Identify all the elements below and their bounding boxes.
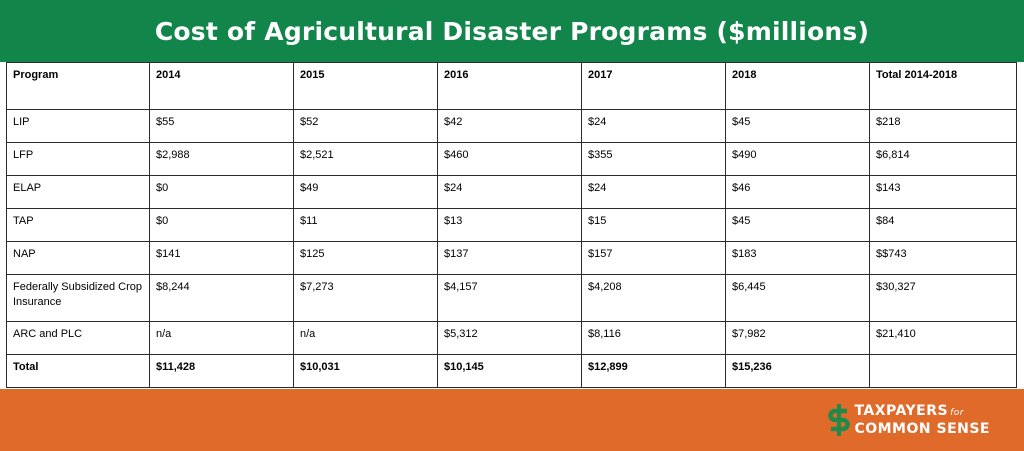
cell-2014: $55 [149,109,294,143]
total-cell-2016: $10,145 [437,354,582,388]
table-row-federally-subsidized-crop-insurance: Federally Subsidized Crop Insurance $8,24… [6,274,1017,322]
cell-2018: $46 [725,175,870,209]
cell-2015: $49 [293,175,438,209]
cell-2016: $4,157 [437,274,582,322]
cost-table: Program 2014 2015 2016 2017 2018 Total 2… [6,62,1017,388]
total-cell-2015: $10,031 [293,354,438,388]
cell-2015: $2,521 [293,142,438,176]
total-cell-2017: $12,899 [581,354,726,388]
cell-2015: $7,273 [293,274,438,322]
table-row-total: Total $11,428 $10,031 $10,145 $12,899 $15,236 [6,354,1017,388]
cell-2017: $355 [581,142,726,176]
table-row-arc-and-plc: ARC and PLC n/a n/a $5,312 $8,116 $7,982 $21,4… [6,321,1017,355]
column-header-2016: 2016 [437,62,582,110]
cell-2018: $7,982 [725,321,870,355]
cell-program: ARC and PLC [6,321,150,355]
cell-2014: $8,244 [149,274,294,322]
table-row-elap: ELAP $0 $49 $24 $24 $46 $143 [6,175,1017,209]
cell-2016: $5,312 [437,321,582,355]
column-header-2017: 2017 [581,62,726,110]
cell-2017: $8,116 [581,321,726,355]
cell-2017: $15 [581,208,726,242]
table-row-nap: NAP $141 $125 $137 $157 $183 $$743 [6,241,1017,275]
cell-total: $$743 [869,241,1017,275]
cell-2018: $490 [725,142,870,176]
logo-wordmark: TAXPAYERS for COMMON SENSE [854,403,990,437]
cell-total: $218 [869,109,1017,143]
cell-program: ELAP [6,175,150,209]
table-body: LIP $55 $52 $42 $24 $45 $218 LFP $2,988 $2,521 $46… [6,109,1017,388]
cell-2018: $6,445 [725,274,870,322]
cell-2017: $24 [581,109,726,143]
cell-2018: $183 [725,241,870,275]
column-header-total: Total 2014-2018 [869,62,1017,110]
logo-line1-small: for [950,408,964,418]
title-banner: Cost of Agricultural Disaster Programs (… [0,0,1024,62]
cell-2016: $460 [437,142,582,176]
cell-2018: $45 [725,109,870,143]
cell-total: $30,327 [869,274,1017,322]
cell-total: $84 [869,208,1017,242]
cell-2015: $11 [293,208,438,242]
cell-2016: $42 [437,109,582,143]
cell-2014: n/a [149,321,294,355]
cell-2015: n/a [293,321,438,355]
column-header-2014: 2014 [149,62,294,110]
cell-total: $6,814 [869,142,1017,176]
logo-line2: COMMON SENSE [854,421,990,437]
cell-2017: $4,208 [581,274,726,322]
cell-total: $143 [869,175,1017,209]
cell-2014: $141 [149,241,294,275]
cell-program: TAP [6,208,150,242]
cell-2017: $157 [581,241,726,275]
cell-2014: $2,988 [149,142,294,176]
total-cell-total [869,354,1017,388]
page-title: Cost of Agricultural Disaster Programs (… [154,16,870,46]
cell-2015: $125 [293,241,438,275]
cell-program: Federally Subsidized Crop Insurance [6,274,150,322]
cell-2014: $0 [149,208,294,242]
table-row-lip: LIP $55 $52 $42 $24 $45 $218 [6,109,1017,143]
taxpayers-logo: TAXPAYERS for COMMON SENSE [828,403,990,437]
total-cell-2014: $11,428 [149,354,294,388]
logo-line1-main: TAXPAYERS [854,403,949,419]
table-row-tap: TAP $0 $11 $13 $15 $45 $84 [6,208,1017,242]
cell-2016: $13 [437,208,582,242]
column-header-2015: 2015 [293,62,438,110]
cell-2016: $24 [437,175,582,209]
cell-2018: $45 [725,208,870,242]
cell-program: LIP [6,109,150,143]
column-header-program: Program [6,62,150,110]
table-row-lfp: LFP $2,988 $2,521 $460 $355 $490 $6,814 [6,142,1017,176]
cell-program: LFP [6,142,150,176]
cost-table-container: Program 2014 2015 2016 2017 2018 Total 2… [6,62,1017,389]
total-cell-program: Total [6,354,150,388]
cell-2014: $0 [149,175,294,209]
cell-total: $21,410 [869,321,1017,355]
cell-2016: $137 [437,241,582,275]
dollar-sign-icon [828,404,851,436]
cell-program: NAP [6,241,150,275]
header-row: Program 2014 2015 2016 2017 2018 Total 2… [6,62,1017,110]
cell-2015: $52 [293,109,438,143]
column-header-2018: 2018 [725,62,870,110]
total-cell-2018: $15,236 [725,354,870,388]
footer-banner: TAXPAYERS for COMMON SENSE [0,389,1024,451]
cell-2017: $24 [581,175,726,209]
